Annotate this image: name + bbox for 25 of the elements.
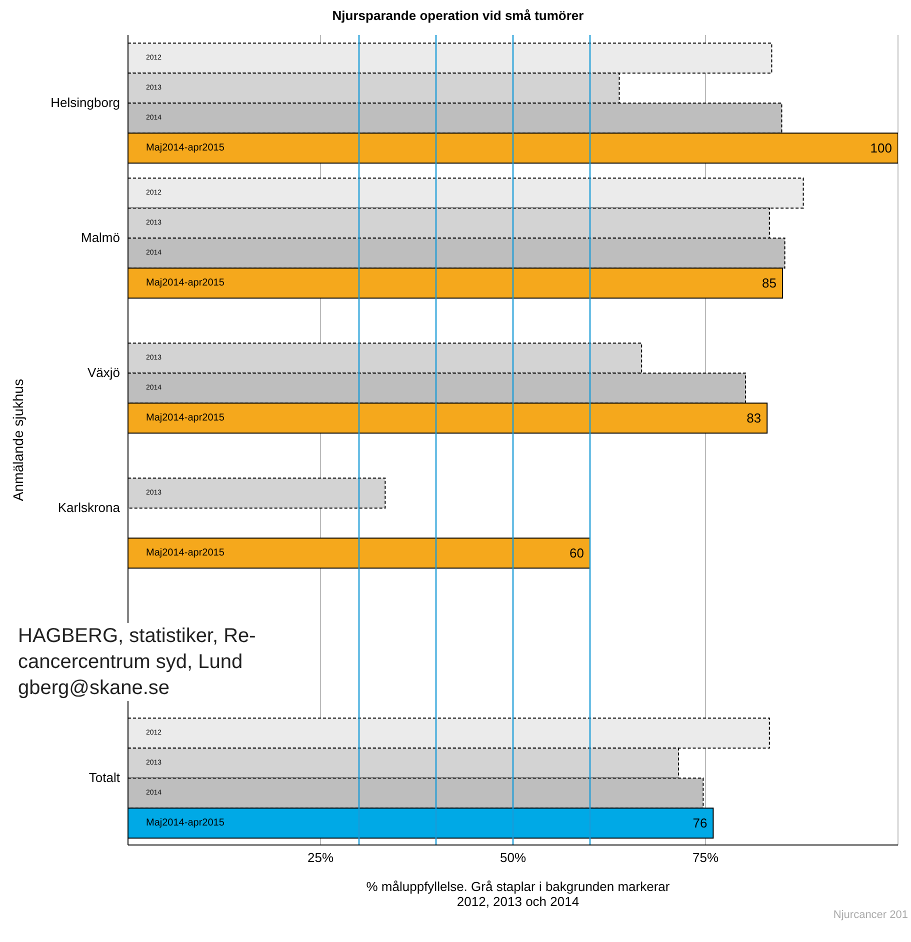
text: Maj2014-apr2015 [146,548,224,559]
data-label: 83 [746,410,762,426]
data-label: 85 [762,276,776,291]
data-label: 60 [570,546,584,561]
annotation: gberg@skane.se [18,676,171,701]
annotation: cancercentrum syd, Lund [18,650,244,675]
x-tick-label: 50% [500,850,526,866]
y-tick-label: Helsingborg [50,95,120,110]
x-axis-title: % måluppfyllelse. Grå staplar i bakgrunden markerar 2012, 2013 och 2014 [365,879,671,909]
text: Maj2014-apr2015 [146,412,224,424]
y-tick-label: Växjö [87,365,120,380]
y-tick-label: Karlskrona [58,500,121,516]
text: Njurcancer 201 [832,909,908,921]
data-label: 100 [870,140,892,156]
chart-title: Njursparande operation vid små tumörer [331,8,585,23]
y-tick-label: Malmö [80,230,120,246]
x-tick-label: 25% [307,850,334,866]
x-tick-label: 75% [692,850,719,866]
text: Maj2014-apr2015 [146,278,224,289]
y-axis-title: Anmälande sjukhus [10,378,26,502]
data-label: 76 [692,816,708,831]
text: Maj2014-apr2015 [146,818,224,829]
y-tick-label: Totalt [88,770,120,786]
series-label: Maj2014-apr2015 [146,142,225,154]
annotation: HAGBERG, statistiker, Re- [18,624,256,649]
